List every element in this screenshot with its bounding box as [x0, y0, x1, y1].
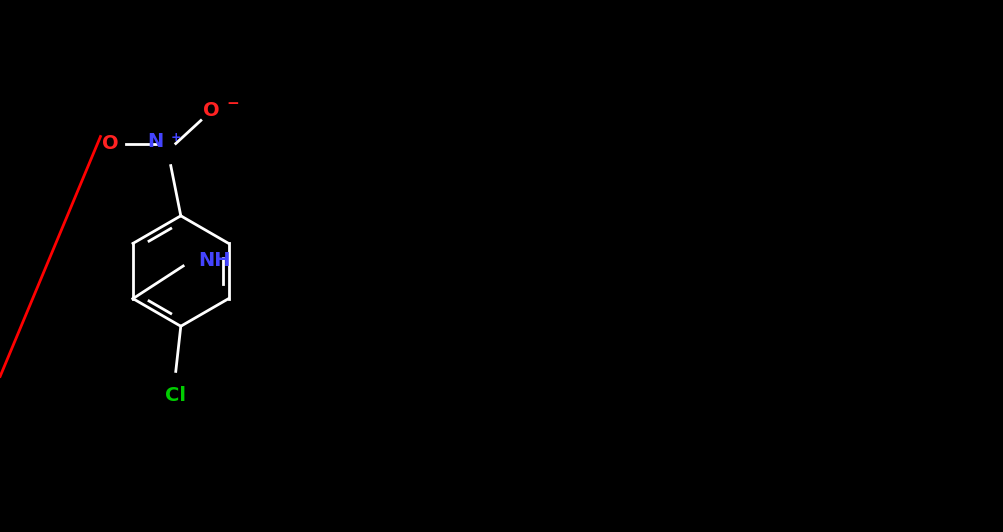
Text: N: N	[147, 131, 163, 151]
Text: O: O	[203, 101, 219, 120]
Text: Cl: Cl	[165, 386, 187, 405]
Text: NH: NH	[198, 252, 231, 270]
Text: O: O	[102, 134, 118, 153]
Text: −: −	[226, 96, 239, 111]
Text: +: +	[171, 130, 182, 144]
